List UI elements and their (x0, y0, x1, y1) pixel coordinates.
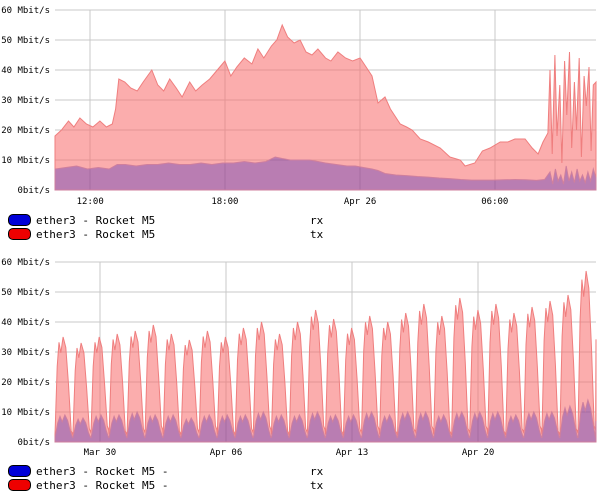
x-axis-tick-label: Apr 26 (344, 197, 377, 207)
daily-chart-legend: ether3 - Rocket M5 rx ether3 - Rocket M5… (8, 213, 592, 241)
rx-legend-swatch (8, 465, 31, 477)
legend-row-rx: ether3 - Rocket M5 - rx (8, 464, 592, 478)
direction-label-tx: tx (310, 227, 324, 241)
y-axis-tick-label: 10 Mbit/s (1, 408, 50, 418)
x-axis-tick-label: Apr 06 (210, 448, 243, 458)
y-axis-tick-label: 50 Mbit/s (1, 288, 50, 298)
y-axis-tick-label: 10 Mbit/s (1, 156, 50, 166)
y-axis-tick-label: 60 Mbit/s (1, 258, 50, 268)
x-axis-tick-label: 18:00 (211, 197, 238, 207)
y-axis-tick-label: 30 Mbit/s (1, 96, 50, 106)
direction-label-tx: tx (310, 478, 324, 492)
rx-area (54, 398, 597, 443)
legend-row-rx: ether3 - Rocket M5 rx (8, 213, 592, 227)
interface-label: ether3 - Rocket M5 - (36, 464, 169, 478)
rx-area (54, 156, 597, 191)
rx-legend-swatch (8, 214, 31, 226)
y-axis-tick-label: 50 Mbit/s (1, 36, 50, 46)
direction-label-rx: rx (310, 464, 324, 478)
interface-label: ether3 - Rocket M5 (36, 213, 156, 227)
y-axis-tick-label: 20 Mbit/s (1, 126, 50, 136)
monthly-chart-legend: ether3 - Rocket M5 - rx ether3 - Rocket … (8, 464, 592, 492)
monthly-traffic-chart: 60 Mbit/s 50 Mbit/s 40 Mbit/s 30 Mbit/s 20 M… (1, 258, 597, 458)
tx-legend-swatch (8, 479, 31, 491)
y-axis-tick-label: 0bit/s (17, 438, 50, 448)
interface-label: ether3 - Rocket M5 (36, 227, 156, 241)
x-axis-tick-label: 12:00 (77, 197, 104, 207)
interface-label: ether3 - Rocket M5 - (36, 478, 169, 492)
y-axis-tick-label: 30 Mbit/s (1, 348, 50, 358)
y-axis-tick-label: 0bit/s (17, 186, 50, 196)
tx-area (54, 270, 597, 443)
x-axis-tick-label: Apr 20 (462, 448, 495, 458)
y-axis-tick-label: 40 Mbit/s (1, 66, 50, 76)
x-axis-tick-label: Mar 30 (84, 448, 117, 458)
x-axis-tick-label: 06:00 (481, 197, 508, 207)
legend-row-tx: ether3 - Rocket M5 tx (8, 227, 592, 241)
tx-legend-swatch (8, 228, 31, 240)
daily-traffic-chart: 60 Mbit/s 50 Mbit/s 40 Mbit/s 30 Mbit/s 20 M… (1, 6, 597, 207)
y-axis-tick-label: 60 Mbit/s (1, 6, 50, 16)
direction-label-rx: rx (310, 213, 324, 227)
x-axis-tick-label: Apr 13 (336, 448, 369, 458)
y-axis-tick-label: 20 Mbit/s (1, 378, 50, 388)
y-axis-tick-label: 40 Mbit/s (1, 318, 50, 328)
legend-row-tx: ether3 - Rocket M5 - tx (8, 478, 592, 492)
tx-area (54, 23, 597, 191)
